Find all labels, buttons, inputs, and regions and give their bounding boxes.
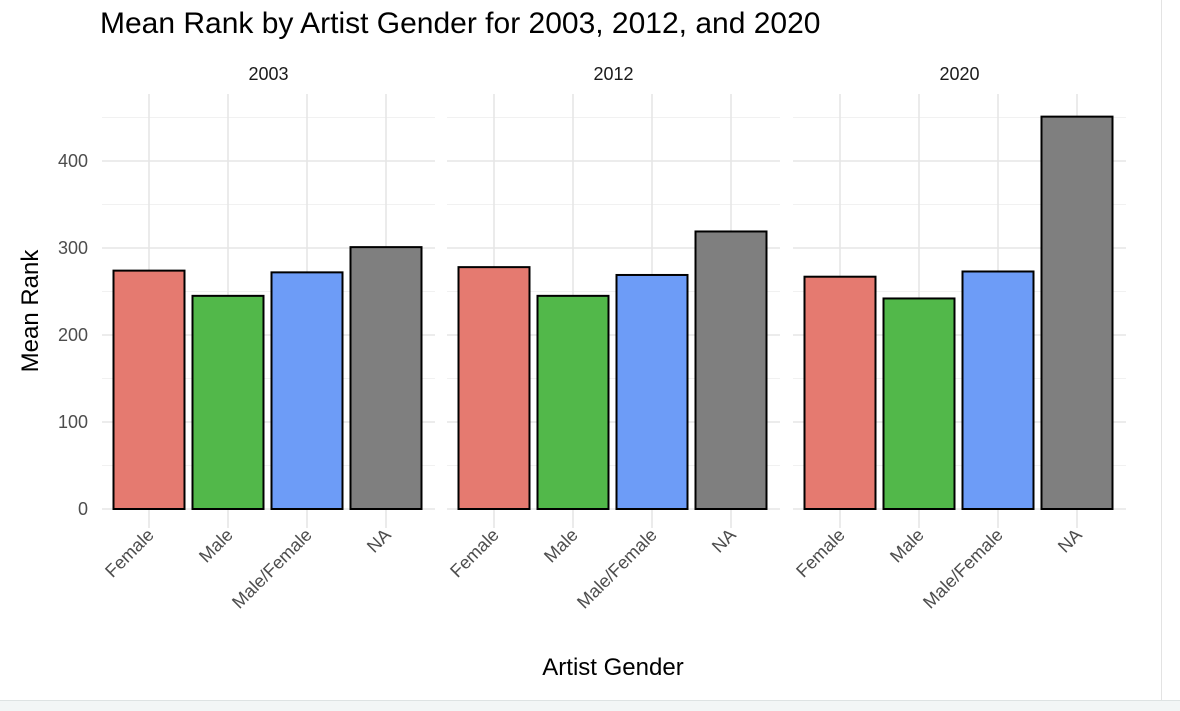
- y-tick-label: 100: [58, 412, 88, 432]
- facet-label: 2020: [939, 64, 979, 84]
- x-tick-label: Male/Female: [228, 525, 316, 613]
- bar-2003-Female: [112, 269, 186, 510]
- x-tick-label: Female: [446, 525, 503, 582]
- bar-2003-Male: [191, 294, 265, 510]
- x-axis-title: Artist Gender: [542, 654, 683, 681]
- y-tick-label: 0: [78, 499, 88, 519]
- console-strip: [0, 700, 1180, 711]
- bar-2020-Female: [803, 275, 877, 510]
- bar-2012-Male: [536, 294, 610, 510]
- y-tick-label: 400: [58, 151, 88, 171]
- pane-divider: [1161, 0, 1162, 700]
- bar-2020-Male: [882, 297, 956, 510]
- bar-2003-NA: [349, 246, 423, 510]
- x-tick-label: Male/Female: [919, 525, 1007, 613]
- y-axis-title: Mean Rank: [17, 249, 44, 373]
- x-tick-label: Male: [195, 525, 237, 567]
- bar-2003-Male/Female: [270, 271, 344, 510]
- bar-2012-NA: [694, 230, 768, 510]
- bar-2012-Female: [457, 266, 531, 511]
- x-tick-label: Male: [540, 525, 582, 567]
- bar-2012-Male/Female: [615, 273, 689, 510]
- x-tick-label: Female: [792, 525, 849, 582]
- x-tick-label: Female: [101, 525, 158, 582]
- facet-label: 2003: [248, 64, 288, 84]
- bar-2020-NA: [1040, 115, 1114, 510]
- x-tick-label: NA: [363, 525, 395, 557]
- x-tick-label: NA: [708, 525, 740, 557]
- x-tick-label: NA: [1054, 525, 1086, 557]
- chart-title: Mean Rank by Artist Gender for 2003, 201…: [100, 7, 820, 40]
- x-tick-label: Male/Female: [573, 525, 661, 613]
- bar-2020-Male/Female: [961, 270, 1035, 510]
- y-tick-label: 200: [58, 325, 88, 345]
- y-tick-label: 300: [58, 238, 88, 258]
- x-tick-label: Male: [886, 525, 928, 567]
- facet-label: 2012: [593, 64, 633, 84]
